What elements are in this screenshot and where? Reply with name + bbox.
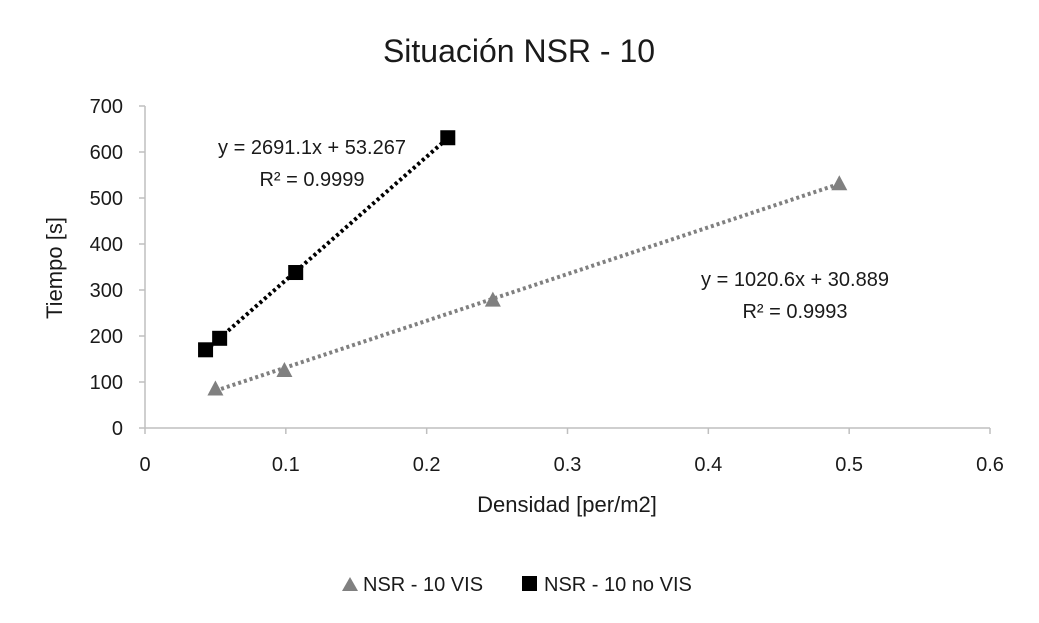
data-point-vis	[207, 380, 224, 396]
x-tick-label: 0.4	[694, 454, 722, 476]
data-point-vis	[484, 291, 501, 307]
y-tick-label: 200	[90, 326, 123, 348]
x-axis-ticks: 0 0.1 0.2 0.3 0.4 0.5 0.6	[139, 428, 1004, 476]
series-0-r-squared: R² = 0.9993	[742, 301, 847, 323]
x-tick-label: 0.5	[835, 454, 863, 476]
series-1-annotation: y = 2691.1x + 53.267 R² = 0.9999	[218, 137, 406, 191]
chart-title: Situación NSR - 10	[383, 33, 655, 69]
y-tick-label: 300	[90, 280, 123, 302]
y-axis-title: Tiempo [s]	[42, 217, 67, 319]
series-0-annotation: y = 1020.6x + 30.889 R² = 0.9993	[701, 269, 889, 323]
x-axis-title: Densidad [per/m2]	[477, 492, 657, 517]
x-tick-label: 0.3	[554, 454, 582, 476]
data-point-no-vis	[288, 265, 304, 281]
data-point-no-vis	[440, 130, 456, 146]
x-tick-label: 0.2	[413, 454, 441, 476]
legend-label-no-vis: NSR - 10 no VIS	[544, 574, 692, 596]
legend: NSR - 10 VIS NSR - 10 no VIS	[342, 574, 692, 596]
data-point-vis	[831, 175, 848, 191]
legend-label-vis: NSR - 10 VIS	[363, 574, 483, 596]
x-tick-label: 0	[139, 454, 150, 476]
y-tick-label: 700	[90, 96, 123, 118]
series-1-r-squared: R² = 0.9999	[259, 169, 364, 191]
data-point-vis	[276, 362, 293, 378]
series-0-equation: y = 1020.6x + 30.889	[701, 269, 889, 291]
data-point-no-vis	[212, 330, 228, 346]
trendline-series-0	[214, 182, 840, 393]
legend-item-vis: NSR - 10 VIS	[342, 574, 483, 596]
y-tick-label: 600	[90, 142, 123, 164]
x-tick-label: 0.1	[272, 454, 300, 476]
legend-item-no-vis: NSR - 10 no VIS	[522, 574, 692, 596]
legend-triangle-icon	[342, 577, 358, 591]
y-tick-label: 100	[90, 372, 123, 394]
y-tick-label: 0	[112, 418, 123, 440]
y-axis-ticks: 0 100 200 300 400 500 600 700	[90, 96, 145, 440]
series-1-equation: y = 2691.1x + 53.267	[218, 137, 406, 159]
y-tick-label: 400	[90, 234, 123, 256]
y-tick-label: 500	[90, 188, 123, 210]
data-points	[198, 130, 848, 396]
trendlines	[204, 136, 840, 393]
x-tick-label: 0.6	[976, 454, 1004, 476]
data-point-no-vis	[198, 342, 214, 358]
legend-square-icon	[522, 576, 537, 591]
